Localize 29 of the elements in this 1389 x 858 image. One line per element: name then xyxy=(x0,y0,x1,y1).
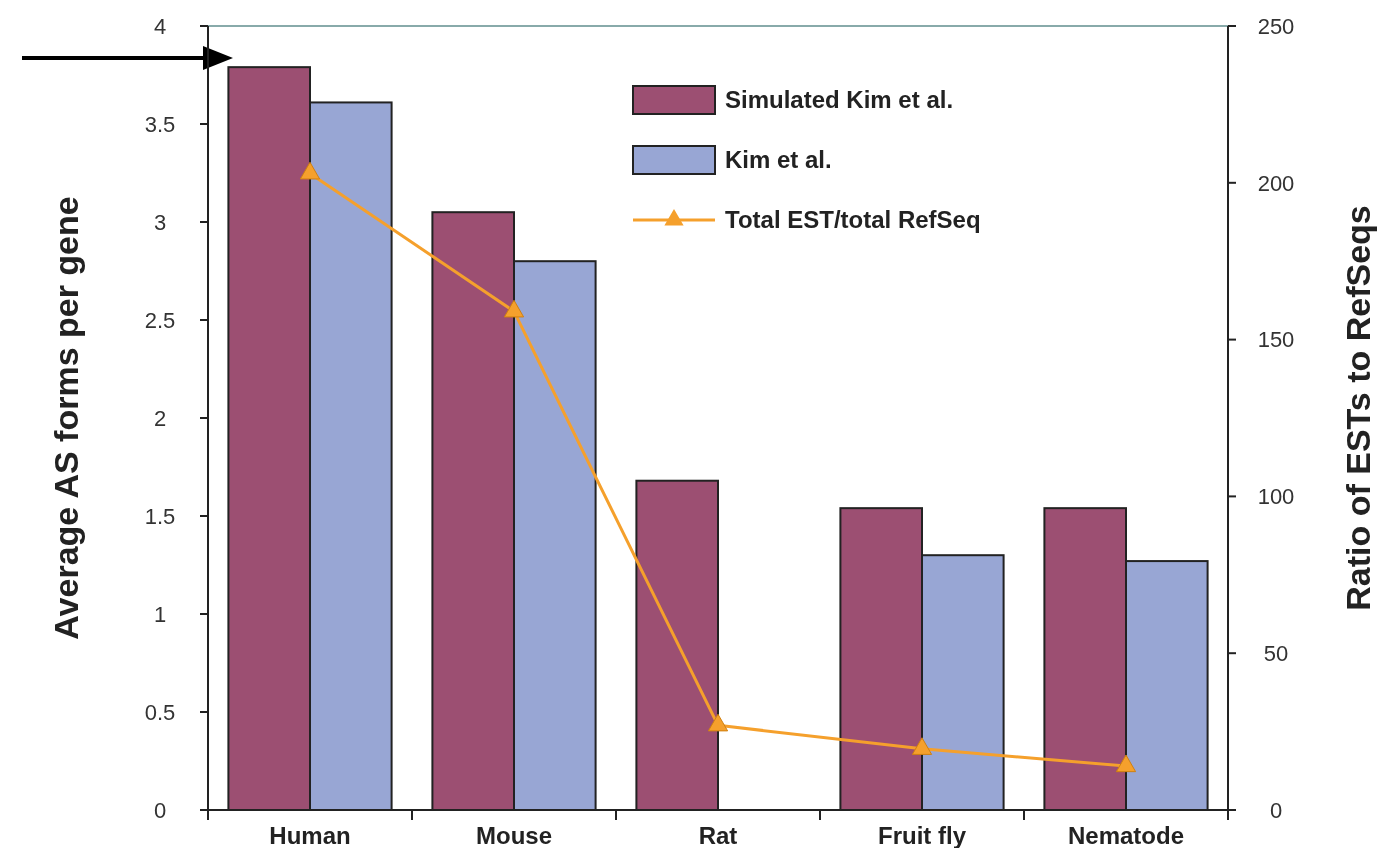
y-tick-label: 4 xyxy=(153,13,167,39)
y2-tick-label: 0 xyxy=(1269,797,1283,823)
x-tick-label: Nematode xyxy=(1067,822,1185,849)
y-tick-label: 1.5 xyxy=(144,503,176,529)
y-tick-label: 0 xyxy=(153,797,167,823)
y2-axis-title: Ratio of ESTs to RefSeqs xyxy=(1339,205,1377,611)
legend-label: Simulated Kim et al. xyxy=(725,86,954,114)
y2-tick-label: 100 xyxy=(1257,484,1295,510)
x-tick-label: Rat xyxy=(698,822,738,849)
x-tick-label: Human xyxy=(269,822,351,849)
point xyxy=(299,161,321,180)
legend-label: Total EST/total RefSeq xyxy=(725,206,981,234)
y-tick-label: 1 xyxy=(153,601,167,627)
y2-tick-label: 50 xyxy=(1263,640,1289,666)
point xyxy=(1115,754,1137,773)
y-tick-label: 2.5 xyxy=(144,307,176,333)
x-tick-label: Mouse xyxy=(475,822,553,849)
y-tick-label: 0.5 xyxy=(144,699,176,725)
y-tick-label: 3.5 xyxy=(144,111,176,137)
y-tick-label: 3 xyxy=(153,209,167,235)
y2-tick-label: 200 xyxy=(1257,170,1295,196)
y-tick-label: 2 xyxy=(153,405,167,431)
y2-tick-label: 250 xyxy=(1257,13,1295,39)
point xyxy=(503,299,525,318)
point xyxy=(911,737,933,755)
point xyxy=(707,713,729,732)
y2-tick-label: 150 xyxy=(1257,327,1295,353)
legend-label: Kim et al. xyxy=(725,146,832,174)
y-axis-title: Average AS forms per gene xyxy=(47,196,85,640)
